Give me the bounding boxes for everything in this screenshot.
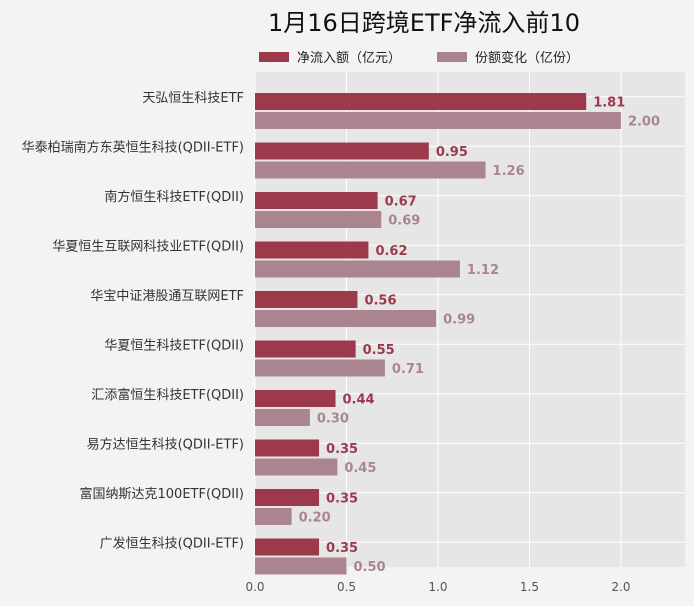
x-tick-label: 2.0 [611, 580, 630, 594]
bar-share-change [255, 161, 486, 179]
bar-net-inflow [255, 192, 378, 209]
bar-share-change [255, 409, 310, 426]
data-label-net-inflow: 0.35 [326, 442, 358, 457]
data-label-share-change: 0.71 [392, 362, 424, 377]
category-label: 南方恒生科技ETF(QDII) [104, 189, 244, 205]
data-label-share-change: 0.20 [299, 511, 331, 526]
bar-net-inflow [255, 142, 429, 160]
bar-share-change [255, 260, 460, 278]
bar-share-change [255, 112, 621, 129]
data-label-share-change: 0.30 [317, 412, 349, 427]
data-label-share-change: 2.00 [628, 115, 660, 130]
bar-net-inflow [255, 241, 369, 259]
bar-share-change [255, 359, 385, 377]
bar-net-inflow [255, 439, 320, 457]
category-labels: 天弘恒生科技ETF 华泰柏瑞南方东英恒生科技(QDII-ETF) 南方恒生科技ETF… [22, 91, 244, 552]
bar-net-inflow [255, 340, 356, 358]
category-label: 广发恒生科技(QDII-ETF) [100, 535, 244, 551]
bar-share-change [255, 310, 437, 327]
category-label: 易方达恒生科技(QDII-ETF) [87, 436, 244, 452]
bar-share-change [255, 557, 347, 575]
bar-net-inflow [255, 489, 320, 506]
bar-net-inflow [255, 93, 587, 110]
legend-swatch-net-inflow [259, 52, 289, 62]
bar-net-inflow [255, 291, 358, 308]
data-label-net-inflow: 0.35 [326, 492, 358, 507]
data-label-net-inflow: 0.62 [375, 244, 407, 259]
legend-label-share-change: 份额变化（亿份） [475, 50, 579, 66]
data-label-net-inflow: 1.81 [593, 96, 625, 111]
category-label: 华夏恒生科技ETF(QDII) [104, 338, 244, 353]
legend: 净流入额（亿元） 份额变化（亿份） [259, 50, 579, 66]
data-label-share-change: 1.26 [493, 164, 525, 179]
x-tick-label: 1.5 [520, 580, 539, 594]
x-tick-label: 0.0 [245, 580, 264, 594]
x-axis-ticks: 0.0 0.5 1.0 1.5 2.0 [245, 580, 630, 594]
category-label: 富国纳斯达克100ETF(QDII) [80, 486, 245, 502]
bar-share-change [255, 211, 382, 228]
bar-net-inflow [255, 538, 320, 556]
data-label-net-inflow: 0.44 [343, 393, 375, 408]
bars: 1.812.00 0.95 1.26 0.67 0.69 0.62 1.12 0.56 0.99… [255, 93, 660, 575]
data-label-net-inflow: 0.56 [364, 294, 396, 309]
bar-share-change [255, 508, 292, 525]
data-label-share-change: 0.99 [443, 313, 475, 328]
data-label-share-change: 0.69 [388, 214, 420, 229]
category-label: 华夏恒生互联网科技业ETF(QDII) [52, 239, 244, 254]
legend-swatch-share-change [437, 52, 467, 62]
data-label-net-inflow: 0.55 [363, 343, 395, 358]
category-label: 华宝中证港股通互联网ETF [90, 289, 244, 304]
chart-title: 1月16日跨境ETF净流入前10 [268, 9, 580, 37]
x-tick-label: 0.5 [337, 580, 356, 594]
legend-label-net-inflow: 净流入额（亿元） [297, 51, 401, 66]
category-label: 天弘恒生科技ETF [142, 91, 244, 106]
category-label: 汇添富恒生科技ETF(QDII) [91, 387, 244, 403]
data-label-net-inflow: 0.95 [436, 145, 468, 160]
bar-net-inflow [255, 390, 336, 407]
data-label-net-inflow: 0.35 [326, 541, 358, 556]
data-label-share-change: 0.45 [344, 461, 376, 476]
data-label-share-change: 0.50 [353, 560, 385, 575]
category-label: 华泰柏瑞南方东英恒生科技(QDII-ETF) [22, 139, 244, 155]
x-tick-label: 1.0 [428, 580, 447, 594]
bar-share-change [255, 458, 338, 476]
data-label-share-change: 1.12 [467, 263, 499, 278]
data-label-net-inflow: 0.67 [385, 195, 417, 210]
